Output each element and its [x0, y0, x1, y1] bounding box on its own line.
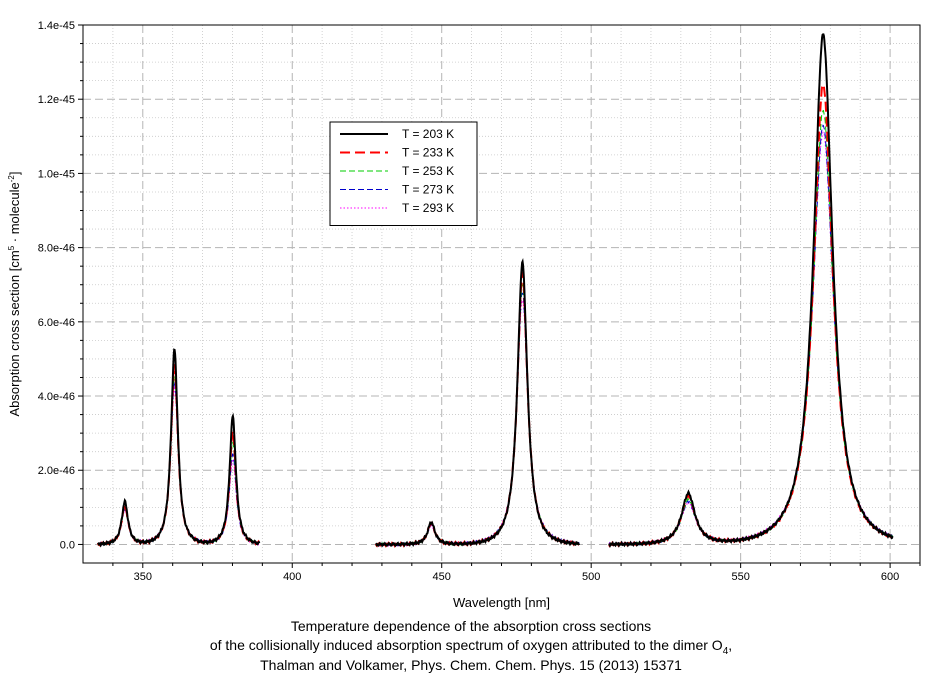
caption-line-1: Temperature dependence of the absorption… [290, 618, 652, 634]
y-axis-title-mid: · molecule [7, 182, 22, 246]
x-tick-label: 400 [283, 571, 301, 583]
y-axis-title-exp2: -2 [7, 175, 16, 183]
y-axis-title-main: Absorption cross section [cm [7, 250, 22, 416]
legend-label: T = 253 K [402, 164, 454, 178]
y-tick-label: 1.0e-45 [38, 168, 75, 180]
legend-label: T = 273 K [402, 183, 454, 197]
x-axis-title: Wavelength [nm] [453, 595, 550, 610]
y-tick-label: 4.0e-46 [38, 391, 75, 403]
y-tick-label: 6.0e-46 [38, 317, 75, 329]
chart: 350 400 450 500 550 600 0.0 2.0e-46 4.0e-46 6.0e… [7, 20, 921, 610]
series-line [375, 257, 581, 548]
y-axis-title-end: ] [7, 172, 22, 176]
legend-label: T = 233 K [402, 146, 454, 160]
legend-label: T = 293 K [402, 201, 454, 215]
y-axis: 0.0 2.0e-46 4.0e-46 6.0e-46 8.0e-46 1.0e-45 1.… [38, 20, 83, 551]
x-tick-label: 450 [433, 571, 451, 583]
x-axis: 350 400 450 500 550 600 [112, 563, 921, 583]
series-line [97, 348, 261, 548]
y-axis-title: Absorption cross section [cm5 · molecule… [7, 172, 22, 417]
y-axis-title-exp1: 5 [7, 245, 16, 250]
y-tick-label: 0.0 [60, 539, 75, 551]
caption-line-2-subscript: 4 [722, 645, 729, 657]
x-tick-label: 500 [582, 571, 600, 583]
x-tick-label: 350 [134, 571, 152, 583]
legend: T = 203 K T = 233 K T = 253 K T = 273 K T = … [329, 121, 478, 226]
x-tick-label: 550 [731, 571, 749, 583]
caption-line-2-text: of the collisionally induced absorption … [209, 637, 723, 653]
caption-line-3: Thalman and Volkamer, Phys. Chem. Chem. … [260, 657, 682, 673]
y-tick-label: 1.4e-45 [38, 20, 75, 32]
series-line [608, 33, 894, 548]
series-lines [96, 33, 894, 548]
y-tick-label: 1.2e-45 [38, 94, 75, 106]
y-tick-label: 8.0e-46 [38, 243, 75, 255]
y-tick-label: 2.0e-46 [38, 465, 75, 477]
caption-line-2: of the collisionally induced absorption … [0, 637, 942, 657]
legend-label: T = 203 K [402, 127, 454, 141]
caption-line-2-suffix: , [728, 637, 733, 653]
x-tick-label: 600 [881, 571, 899, 583]
